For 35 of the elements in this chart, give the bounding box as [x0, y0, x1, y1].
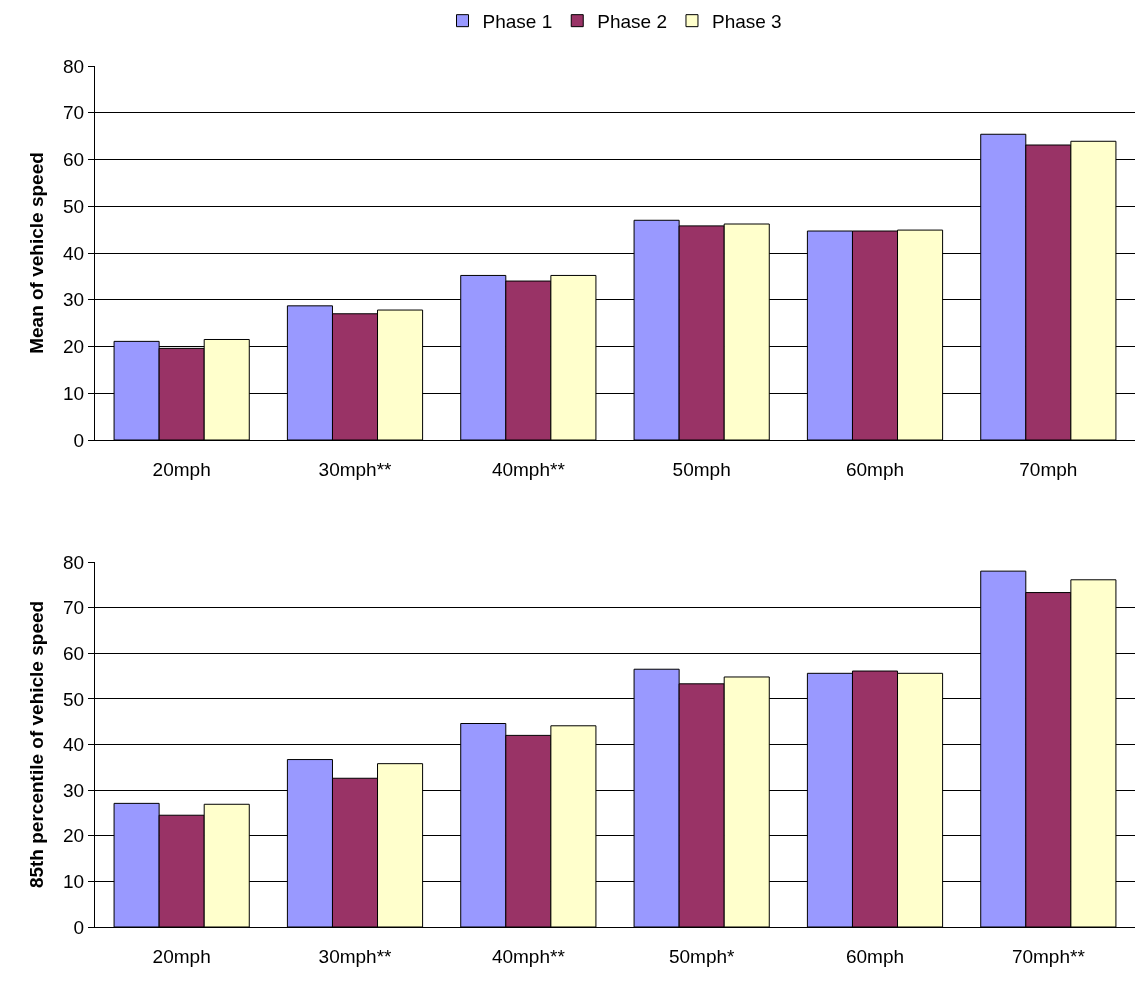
y-tick-label: 20	[63, 336, 85, 358]
y-tick-label: 70	[63, 102, 85, 124]
y-tick-label: 10	[63, 382, 85, 404]
y-tick-label: 50	[63, 195, 85, 217]
x-tick-label: 30mph**	[318, 945, 393, 967]
legend-label: Phase 3	[711, 11, 782, 33]
x-tick-label: 70mph	[1019, 458, 1078, 480]
legend-label: Phase 2	[597, 11, 667, 33]
y-tick-label: 20	[63, 825, 85, 847]
y-tick-label: 40	[63, 242, 85, 264]
x-tick-label: 70mph**	[1011, 945, 1086, 967]
x-tick-label: 30mph**	[318, 458, 393, 480]
y-axis-title: 85th percentile of vehicle speed	[25, 600, 47, 889]
x-tick-label: 40mph**	[491, 458, 566, 480]
y-tick-label: 80	[63, 551, 85, 573]
y-tick-label: 0	[73, 916, 85, 938]
y-tick-label: 40	[63, 734, 85, 756]
x-tick-label: 40mph**	[491, 945, 566, 967]
x-tick-label: 50mph	[672, 458, 731, 480]
y-tick-label: 0	[73, 429, 85, 451]
y-tick-label: 10	[63, 871, 85, 893]
x-tick-label: 20mph	[152, 458, 211, 480]
y-tick-label: 70	[63, 597, 85, 619]
x-tick-label: 20mph	[152, 945, 211, 967]
y-tick-label: 60	[63, 642, 85, 664]
y-tick-label: 80	[63, 55, 85, 77]
x-tick-label: 60mph	[845, 945, 905, 967]
legend-label: Phase 1	[482, 11, 553, 33]
x-tick-label: 50mph*	[668, 945, 736, 967]
y-tick-label: 30	[63, 779, 85, 801]
y-tick-label: 60	[63, 149, 85, 171]
y-tick-label: 30	[63, 289, 85, 311]
y-tick-label: 50	[63, 688, 85, 710]
x-tick-label: 60mph	[845, 458, 905, 480]
y-axis-title: Mean of vehicle speed	[25, 152, 47, 354]
